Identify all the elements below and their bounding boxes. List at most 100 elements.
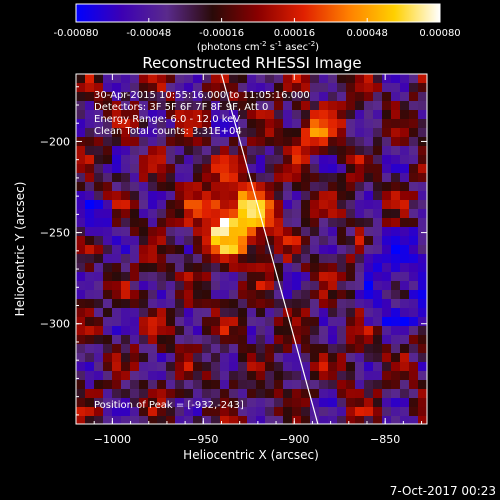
heatmap-cell (184, 101, 193, 110)
heatmap-cell (220, 209, 229, 218)
heatmap-cell (382, 83, 391, 92)
heatmap-cell (130, 308, 139, 317)
x-tick-label: −900 (279, 433, 309, 446)
heatmap-cell (202, 353, 211, 362)
heatmap-cell (337, 83, 346, 92)
heatmap-cell (112, 155, 121, 164)
heatmap-cell (292, 164, 301, 173)
heatmap-cell (103, 416, 112, 424)
heatmap-cell (220, 128, 229, 137)
heatmap-cell (319, 92, 328, 101)
heatmap-cell (94, 254, 103, 263)
heatmap-cell (400, 281, 409, 290)
heatmap-cell (184, 110, 193, 119)
heatmap-cell (238, 281, 247, 290)
heatmap-cells (76, 74, 427, 424)
heatmap-cell (175, 344, 184, 353)
heatmap-cell (355, 74, 364, 83)
heatmap-cell (355, 416, 364, 424)
heatmap-cell (283, 218, 292, 227)
heatmap-cell (229, 137, 238, 146)
heatmap-cell (238, 326, 247, 335)
heatmap-cell (418, 83, 427, 92)
heatmap-cell (391, 119, 400, 128)
heatmap-cell (112, 128, 121, 137)
heatmap-cell (301, 92, 310, 101)
heatmap-cell (211, 317, 220, 326)
heatmap-cell (139, 155, 148, 164)
heatmap-cell (202, 344, 211, 353)
x-axis-ticks: −1000 −950 −900 −850 (93, 74, 423, 446)
heatmap-cell (94, 416, 103, 424)
heatmap-cell (283, 362, 292, 371)
heatmap-cell (166, 344, 175, 353)
heatmap-cell (373, 155, 382, 164)
heatmap-cell (283, 236, 292, 245)
heatmap-cell (148, 119, 157, 128)
heatmap-cell (76, 200, 85, 209)
heatmap-cell (265, 254, 274, 263)
heatmap-cell (409, 236, 418, 245)
heatmap-cell (94, 128, 103, 137)
heatmap-cell (157, 209, 166, 218)
heatmap-cell (103, 83, 112, 92)
y-axis-label: Heliocentric Y (arcsec) (13, 182, 27, 317)
heatmap-cell (301, 227, 310, 236)
heatmap-cell (157, 182, 166, 191)
heatmap-cell (238, 137, 247, 146)
heatmap-cell (355, 317, 364, 326)
heatmap-cell (283, 146, 292, 155)
heatmap-cell (193, 389, 202, 398)
heatmap-cell (319, 326, 328, 335)
heatmap-cell (274, 254, 283, 263)
heatmap-cell (247, 101, 256, 110)
heatmap-cell (337, 155, 346, 164)
heatmap-cell (211, 326, 220, 335)
heatmap-cell (85, 227, 94, 236)
heatmap-cell (121, 380, 130, 389)
heatmap-cell (139, 83, 148, 92)
heatmap-cell (175, 299, 184, 308)
heatmap-cell (94, 182, 103, 191)
heatmap-cell (76, 281, 85, 290)
heatmap-cell (85, 344, 94, 353)
heatmap-cell (76, 245, 85, 254)
heatmap-cell (103, 173, 112, 182)
heatmap-cell (247, 353, 256, 362)
heatmap-cell (328, 317, 337, 326)
heatmap-cell (328, 83, 337, 92)
heatmap-cell (112, 317, 121, 326)
heatmap-cell (148, 209, 157, 218)
heatmap-cell (220, 281, 229, 290)
heatmap-cell (175, 182, 184, 191)
heatmap-cell (166, 227, 175, 236)
heatmap-cell (139, 344, 148, 353)
heatmap-cell (220, 146, 229, 155)
heatmap-cell (409, 380, 418, 389)
heatmap-cell (238, 290, 247, 299)
heatmap-cell (193, 398, 202, 407)
heatmap-cell (139, 209, 148, 218)
heatmap-cell (292, 137, 301, 146)
heatmap-cell (400, 389, 409, 398)
heatmap-cell (193, 164, 202, 173)
heatmap-cell (391, 128, 400, 137)
heatmap-cell (76, 110, 85, 119)
heatmap-cell (202, 92, 211, 101)
heatmap-cell (346, 92, 355, 101)
heatmap-cell (166, 101, 175, 110)
heatmap-cell (292, 92, 301, 101)
heatmap-cell (184, 74, 193, 83)
heatmap-cell (229, 416, 238, 424)
heatmap-cell (175, 308, 184, 317)
heatmap-cell (184, 218, 193, 227)
heatmap-cell (328, 209, 337, 218)
heatmap-cell (274, 407, 283, 416)
heatmap-cell (373, 236, 382, 245)
heatmap-cell (319, 83, 328, 92)
heatmap-cell (346, 389, 355, 398)
heatmap-cell (247, 119, 256, 128)
heatmap-cell (130, 371, 139, 380)
heatmap-cell (220, 272, 229, 281)
heatmap-cell (355, 407, 364, 416)
